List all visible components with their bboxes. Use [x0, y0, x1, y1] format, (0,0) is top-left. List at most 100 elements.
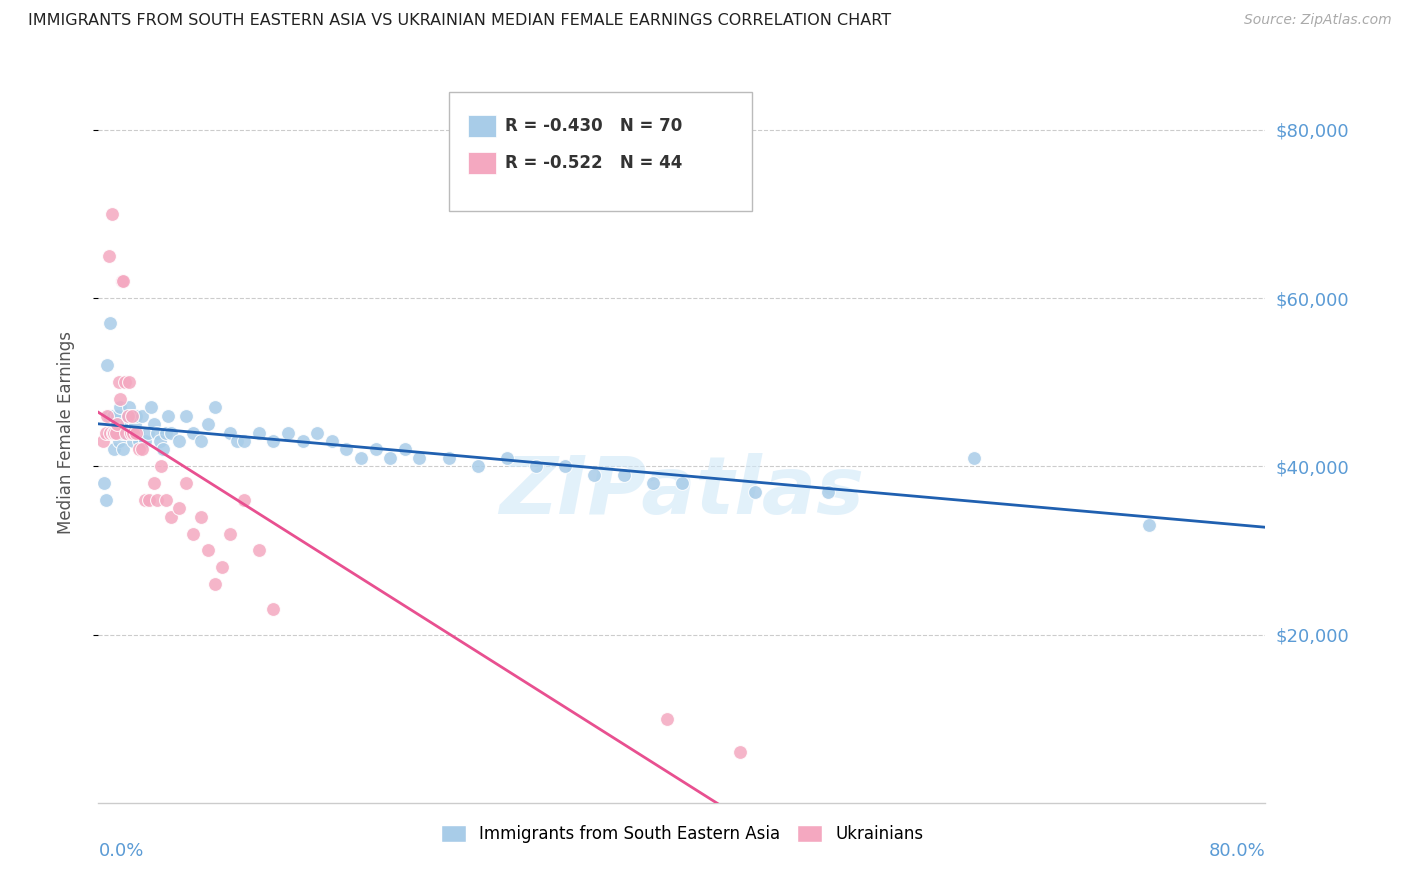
Point: [98, 425, 121, 440]
Point: [730, 745, 752, 759]
Point: [583, 467, 606, 482]
Point: [103, 442, 125, 457]
Point: [190, 434, 212, 448]
Point: [110, 401, 132, 415]
Point: [96, 359, 118, 373]
Point: [118, 375, 141, 389]
Point: [467, 459, 489, 474]
Point: [262, 434, 284, 448]
Point: [121, 409, 143, 423]
Point: [100, 425, 122, 440]
Point: [496, 450, 519, 465]
FancyBboxPatch shape: [468, 152, 496, 174]
Point: [233, 434, 256, 448]
Point: [131, 409, 153, 423]
Point: [127, 425, 149, 440]
Point: [408, 450, 430, 465]
Point: [114, 375, 136, 389]
Point: [218, 425, 240, 440]
Point: [111, 425, 134, 440]
FancyBboxPatch shape: [449, 92, 752, 211]
Point: [335, 442, 357, 457]
Point: [181, 425, 204, 440]
Point: [128, 434, 150, 448]
Point: [204, 577, 226, 591]
Point: [350, 450, 373, 465]
FancyBboxPatch shape: [468, 115, 496, 137]
Point: [817, 484, 839, 499]
Point: [115, 417, 138, 432]
Point: [226, 434, 249, 448]
Point: [197, 417, 219, 432]
Point: [125, 409, 148, 423]
Point: [155, 425, 177, 440]
Point: [94, 425, 117, 440]
Point: [96, 409, 118, 423]
Point: [103, 425, 125, 440]
Point: [744, 484, 766, 499]
Point: [380, 450, 402, 465]
Text: 80.0%: 80.0%: [1209, 842, 1265, 860]
Text: ZIPatlas: ZIPatlas: [499, 453, 865, 531]
Point: [122, 434, 145, 448]
Point: [134, 492, 156, 507]
Legend: Immigrants from South Eastern Asia, Ukrainians: Immigrants from South Eastern Asia, Ukra…: [434, 819, 929, 850]
Point: [100, 207, 122, 221]
Point: [291, 434, 314, 448]
Point: [121, 409, 143, 423]
Point: [91, 434, 114, 448]
Point: [277, 425, 299, 440]
Point: [120, 425, 142, 440]
Point: [160, 425, 183, 440]
Point: [105, 409, 128, 423]
Point: [150, 459, 173, 474]
Point: [104, 425, 127, 440]
Point: [112, 274, 135, 288]
Point: [174, 409, 197, 423]
Point: [117, 409, 139, 423]
Point: [321, 434, 343, 448]
Text: IMMIGRANTS FROM SOUTH EASTERN ASIA VS UKRAINIAN MEDIAN FEMALE EARNINGS CORRELATI: IMMIGRANTS FROM SOUTH EASTERN ASIA VS UK…: [28, 13, 891, 29]
Y-axis label: Median Female Earnings: Median Female Earnings: [56, 331, 75, 534]
Text: Source: ZipAtlas.com: Source: ZipAtlas.com: [1244, 13, 1392, 28]
Point: [262, 602, 284, 616]
Point: [104, 425, 127, 440]
Point: [437, 450, 460, 465]
Point: [167, 434, 190, 448]
Point: [108, 375, 131, 389]
Point: [101, 425, 124, 440]
Point: [118, 401, 141, 415]
Point: [115, 425, 138, 440]
Point: [157, 409, 180, 423]
Point: [167, 501, 190, 516]
Point: [105, 417, 128, 432]
Point: [136, 425, 159, 440]
Point: [218, 526, 240, 541]
Point: [117, 409, 139, 423]
Point: [111, 274, 134, 288]
Point: [190, 509, 212, 524]
Point: [142, 417, 165, 432]
Point: [142, 476, 165, 491]
Point: [307, 425, 329, 440]
Point: [97, 409, 120, 423]
Point: [247, 425, 270, 440]
Point: [524, 459, 547, 474]
Point: [124, 417, 146, 432]
Point: [962, 450, 984, 465]
Point: [211, 560, 233, 574]
Point: [160, 509, 183, 524]
Point: [131, 442, 153, 457]
Point: [93, 476, 115, 491]
Point: [149, 434, 172, 448]
Point: [612, 467, 634, 482]
Point: [101, 409, 124, 423]
Point: [657, 712, 679, 726]
Point: [110, 392, 132, 406]
Point: [120, 425, 142, 440]
Point: [197, 543, 219, 558]
Point: [641, 476, 664, 491]
Point: [204, 401, 226, 415]
Point: [122, 425, 145, 440]
Point: [97, 249, 120, 263]
